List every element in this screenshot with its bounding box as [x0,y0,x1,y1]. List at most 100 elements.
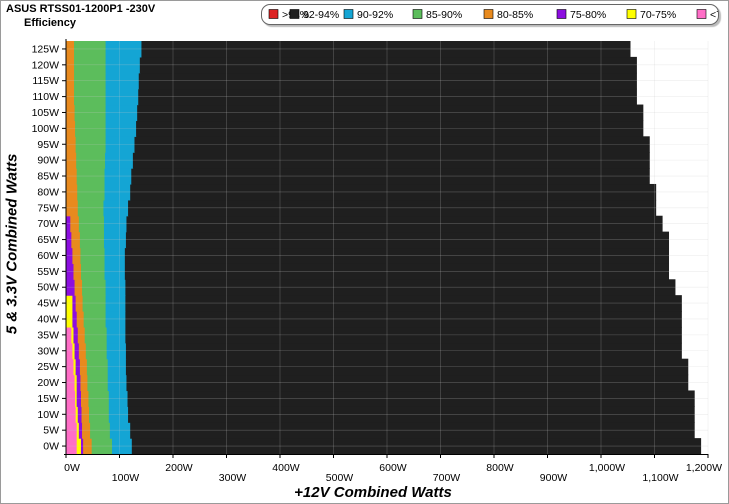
band-85to90pct-row-90w [76,152,106,169]
band-85to90pct-row-110w [74,88,107,106]
legend-swatch-ltto70pct [696,9,707,19]
legend-label-80to85pct: 80-85% [497,9,533,21]
band-90to92pct-row-110w [105,88,139,106]
x-tick-label-800w: 800W [486,462,514,474]
band-80to85pct-row-120w [66,56,75,74]
y-tick-label-105w: 105W [32,107,60,119]
band-92to94pct-row-65w [125,231,670,249]
band-75to80pct-row-50w [66,279,76,296]
legend-swatch-85to90pct [412,9,423,19]
band-ltto70pct-row-10w [66,406,77,423]
band-92to94pct-row-15w [127,390,695,407]
x-tick-label-0w: 0W [64,462,80,474]
band-80to85pct-row-25w [79,358,88,376]
y-tick-label-100w: 100W [32,123,60,135]
x-axis-title: +12V Combined Watts [294,484,452,501]
band-90to92pct-row-120w [105,56,141,74]
band-80to85pct-row-35w [77,326,86,344]
band-92to94pct-row-70w [126,215,663,233]
legend-label-85to90pct: 85-90% [426,9,462,21]
band-90to92pct-row-35w [106,326,126,344]
band-90to92pct-row-30w [106,342,127,360]
band-80to85pct-row-15w [80,390,90,407]
band-92to94pct-row-20w [126,374,689,392]
band-92to94pct-row-105w [137,104,644,122]
band-90to92pct-row-75w [103,199,129,217]
legend-swatch-90to92pct [343,9,354,19]
band-ltto70pct-row-35w [66,326,72,344]
band-92to94pct-row-35w [125,326,682,344]
y-tick-label-30w: 30W [37,345,59,357]
x-tick-label-1100w: 1,100W [642,472,678,484]
band-75to80pct-row-15w [76,390,82,407]
band-70to75pct-row-35w [71,326,75,344]
y-tick-label-80w: 80W [37,186,59,198]
legend-label-70to75pct: 70-75% [640,9,676,21]
band-ltto70pct-row-30w [66,342,74,360]
band-85to90pct-row-75w [77,199,105,217]
band-80to85pct-row-105w [66,104,76,122]
band-ltto70pct-row-5w [66,422,78,439]
y-tick-label-20w: 20W [37,377,59,389]
band-70to75pct-row-45w [66,295,74,312]
y-tick-label-70w: 70W [37,218,59,230]
band-92to94pct-row-85w [131,168,650,185]
band-92to94pct-row-75w [128,199,657,217]
y-tick-label-75w: 75W [37,202,59,214]
band-92to94pct-row-50w [125,279,676,296]
band-70to75pct-row-0w [76,438,82,455]
band-ltto70pct-row-0w [66,438,78,455]
band-85to90pct-row-50w [82,279,107,296]
band-70to75pct-row-30w [72,342,76,360]
x-tick-label-1200w: 1,200W [686,462,722,474]
legend-label-92to94pct: 92-94% [303,9,339,21]
band-80to85pct-row-95w [66,136,77,153]
band-90to92pct-row-40w [105,311,126,328]
band-85to90pct-row-45w [82,295,107,312]
band-80to85pct-row-30w [78,342,87,360]
band-80to85pct-row-75w [66,199,79,217]
band-85to90pct-row-0w [91,438,113,455]
x-tick-label-400w: 400W [272,462,300,474]
band-85to90pct-row-85w [76,168,106,185]
y-axis-title: 5 & 3.3V Combined Watts [3,153,21,335]
band-75to80pct-row-5w [78,422,83,439]
band-85to90pct-row-10w [89,406,110,423]
band-75to80pct-row-45w [72,295,77,312]
band-80to85pct-row-115w [66,72,75,90]
y-tick-label-125w: 125W [32,43,60,55]
band-90to92pct-row-20w [107,374,128,392]
band-85to90pct-row-105w [74,104,107,122]
band-90to92pct-row-95w [105,136,136,153]
band-92to94pct-row-125w [141,41,631,58]
band-80to85pct-row-90w [66,152,77,169]
band-90to92pct-row-55w [104,263,126,280]
x-tick-label-100w: 100W [112,472,140,484]
band-85to90pct-row-120w [74,56,107,74]
band-80to85pct-row-40w [76,311,85,328]
band-75to80pct-row-30w [74,342,80,360]
x-tick-label-300w: 300W [219,472,247,484]
band-75to80pct-row-60w [66,247,74,264]
legend: >94%92-94%90-92%85-90%80-85%75-80%70-75%… [261,4,729,25]
band-92to94pct-row-95w [134,136,650,153]
band-80to85pct-row-70w [70,215,80,233]
band-80to85pct-row-0w [83,438,93,455]
band-90to92pct-row-15w [108,390,129,407]
band-85to90pct-row-30w [85,342,108,360]
band-92to94pct-row-90w [132,152,650,169]
x-tick-label-1000w: 1,000W [589,462,625,474]
band-75to80pct-row-40w [72,311,78,328]
band-92to94pct-row-10w [128,406,695,423]
band-80to85pct-row-65w [71,231,81,249]
band-85to90pct-row-95w [75,136,107,153]
legend-swatch-gtto94pct [268,9,279,19]
axis-layer: 0W 5W 10W 15W 20W 25W 30W 35W 40W 45W 50W 55W 60W 65W… [32,39,722,484]
band-70to75pct-row-10w [75,406,79,423]
band-92to94pct-row-0w [131,438,702,455]
band-90to92pct-row-80w [104,183,131,201]
band-80to85pct-row-20w [80,374,88,392]
y-tick-label-120w: 120W [32,59,60,71]
band-90to92pct-row-10w [108,406,129,423]
